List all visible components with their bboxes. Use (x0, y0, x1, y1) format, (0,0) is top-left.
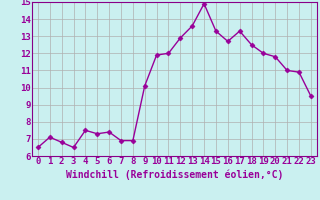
X-axis label: Windchill (Refroidissement éolien,°C): Windchill (Refroidissement éolien,°C) (66, 169, 283, 180)
